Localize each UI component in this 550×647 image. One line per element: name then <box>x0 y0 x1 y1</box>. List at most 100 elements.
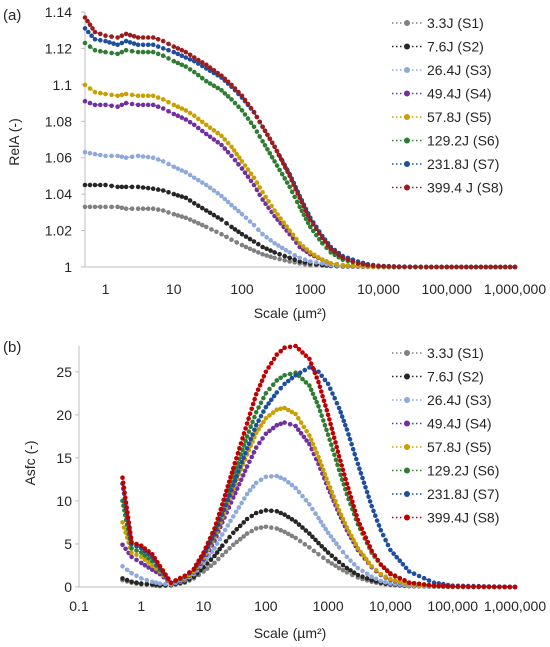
data-point <box>303 208 309 214</box>
data-point <box>249 513 254 519</box>
data-point <box>454 264 459 270</box>
data-point <box>237 446 242 451</box>
data-point <box>349 533 354 539</box>
data-point <box>336 453 342 459</box>
data-point <box>383 574 388 579</box>
data-point <box>227 534 232 540</box>
data-point <box>323 403 328 408</box>
data-point <box>384 568 390 574</box>
data-point <box>125 515 131 520</box>
data-point <box>258 413 264 419</box>
data-point <box>103 102 108 108</box>
data-point <box>445 584 451 589</box>
data-point <box>360 262 366 267</box>
data-point <box>434 264 439 270</box>
data-point <box>171 164 177 170</box>
data-point <box>319 544 325 549</box>
data-point <box>236 208 241 214</box>
data-point <box>282 405 287 411</box>
data-point <box>127 32 133 38</box>
data-point <box>361 530 367 536</box>
data-point <box>155 44 161 49</box>
data-point <box>343 476 348 482</box>
data-point <box>298 420 304 425</box>
data-point <box>351 537 356 543</box>
data-point <box>232 478 238 484</box>
data-point <box>388 571 393 577</box>
legend-label: 399.4 J (S8) <box>427 180 503 196</box>
y-tick-label: 1.02 <box>45 223 72 239</box>
legend-marker <box>404 467 410 474</box>
data-point <box>145 185 151 191</box>
data-point <box>152 556 158 561</box>
data-point <box>227 546 232 551</box>
data-point <box>460 584 466 589</box>
data-point <box>274 526 280 531</box>
data-point <box>183 108 189 113</box>
data-point <box>303 498 309 503</box>
data-point <box>239 108 245 113</box>
data-point <box>327 437 333 443</box>
data-point <box>249 454 254 460</box>
data-point <box>252 396 257 402</box>
data-point <box>364 576 370 581</box>
data-point <box>444 264 450 270</box>
data-point <box>397 576 403 581</box>
data-point <box>253 391 259 397</box>
data-point <box>289 409 295 415</box>
data-point <box>297 255 303 261</box>
data-point <box>142 546 148 551</box>
data-point <box>406 569 412 574</box>
data-point <box>263 431 269 437</box>
y-tick-label: 25 <box>56 364 72 380</box>
data-point <box>171 111 177 117</box>
data-point <box>333 440 338 445</box>
data-point <box>261 419 266 425</box>
data-point <box>236 162 241 167</box>
data-point <box>134 573 139 579</box>
data-point <box>287 344 293 350</box>
data-point <box>219 217 224 222</box>
data-point <box>282 381 287 387</box>
data-point <box>271 393 277 399</box>
data-point <box>237 536 243 542</box>
x-tick-label: 100 <box>230 281 254 297</box>
data-point <box>236 229 241 235</box>
data-point <box>498 264 503 270</box>
data-point <box>150 552 155 557</box>
data-point <box>244 516 250 522</box>
data-point <box>166 56 171 61</box>
data-point <box>328 250 334 255</box>
y-tick-label: 1.12 <box>45 40 72 56</box>
legend-label: 26.4J (S3) <box>427 392 492 408</box>
data-point <box>378 571 384 577</box>
data-point <box>120 542 125 548</box>
data-point <box>224 221 229 226</box>
data-point <box>338 458 343 464</box>
data-point <box>222 146 228 151</box>
data-point <box>416 573 422 579</box>
data-point <box>82 40 88 46</box>
data-point <box>122 490 127 495</box>
data-point <box>256 427 261 432</box>
data-point <box>139 550 144 555</box>
data-point <box>300 244 306 249</box>
x-tick-label: 10,000 <box>369 598 412 614</box>
data-point <box>297 244 303 250</box>
data-point <box>200 128 205 134</box>
data-point <box>333 498 338 504</box>
data-point <box>316 379 321 385</box>
data-point <box>234 473 239 479</box>
legend-label: 7.6J (S2) <box>427 369 484 385</box>
data-point <box>192 122 197 128</box>
data-point <box>262 128 268 134</box>
data-point <box>329 561 335 566</box>
data-point <box>142 562 148 568</box>
data-point <box>115 153 120 159</box>
data-point <box>179 168 185 173</box>
data-point <box>139 560 144 566</box>
data-point <box>310 391 316 397</box>
data-point <box>245 101 251 107</box>
x-tick-label: 100,000 <box>427 598 478 614</box>
data-point <box>163 572 168 577</box>
